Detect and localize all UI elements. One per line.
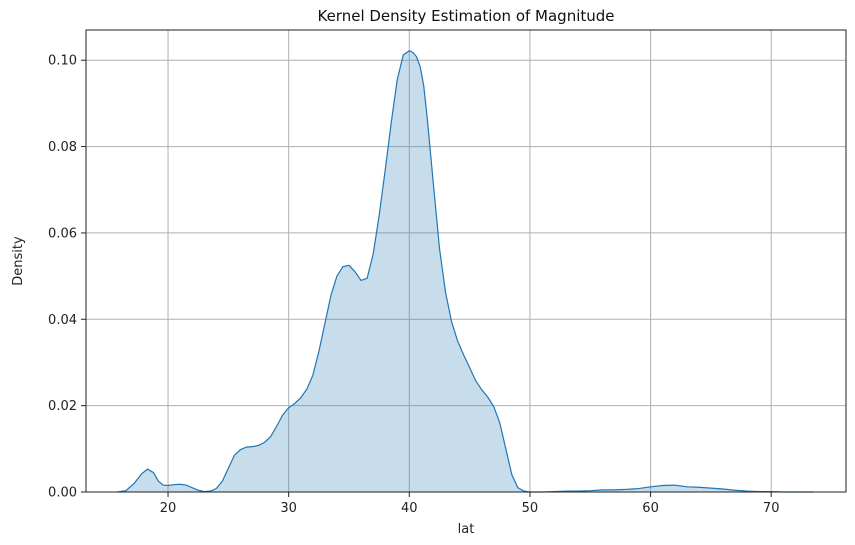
- y-tick-label: 0.06: [48, 226, 77, 241]
- density-area-fill: [117, 50, 814, 492]
- x-tick-label: 20: [160, 501, 177, 516]
- x-tick-label: 40: [401, 501, 418, 516]
- chart-title: Kernel Density Estimation of Magnitude: [317, 7, 614, 25]
- x-tick-label: 50: [522, 501, 539, 516]
- x-tick-label: 70: [763, 501, 780, 516]
- plot-frame: [85, 29, 847, 493]
- y-tick-label: 0.02: [48, 399, 77, 414]
- y-tick-label: 0.10: [48, 54, 77, 69]
- y-axis-label: Density: [11, 236, 26, 286]
- x-tick-label: 60: [642, 501, 659, 516]
- x-axis-label: lat: [458, 522, 475, 537]
- y-tick-label: 0.04: [48, 313, 77, 328]
- x-tick-label: 30: [280, 501, 297, 516]
- density-curve-line: [117, 50, 814, 493]
- y-tick-label: 0.08: [48, 140, 77, 155]
- x-axis-ticks: 20 30 40 50 60 70: [160, 492, 780, 516]
- y-axis-ticks: 0.00 0.02 0.04 0.06 0.08 0.10: [48, 54, 86, 501]
- y-tick-label: 0.00: [48, 486, 77, 501]
